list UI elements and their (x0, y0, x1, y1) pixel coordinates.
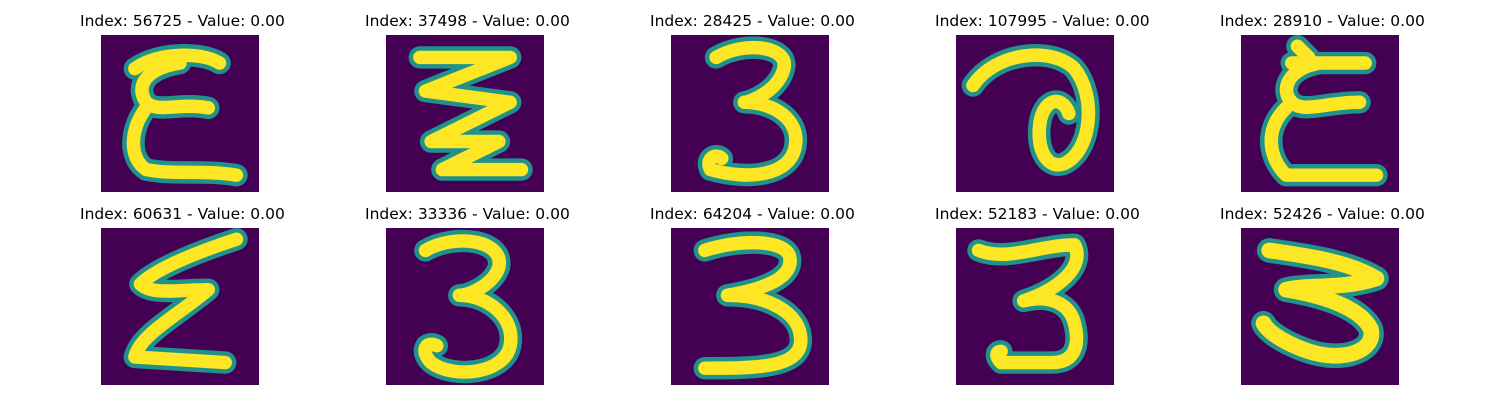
panel-1: Index: 56725 - Value: 0.00 (80, 12, 285, 202)
digit-image-thumbnail (101, 35, 259, 192)
panel-3: Index: 28425 - Value: 0.00 (650, 12, 855, 202)
digit-image-thumbnail (1241, 35, 1399, 192)
panel-7: Index: 33336 - Value: 0.00 (365, 205, 570, 395)
digit-image-thumbnail (956, 35, 1114, 192)
panel-title: Index: 33336 - Value: 0.00 (365, 205, 570, 223)
panel-5: Index: 28910 - Value: 0.00 (1220, 12, 1425, 202)
digit-image-thumbnail (671, 35, 829, 192)
panel-title: Index: 37498 - Value: 0.00 (365, 12, 570, 30)
digit-image-thumbnail (386, 35, 544, 192)
digit-image-thumbnail (956, 228, 1114, 385)
panel-6: Index: 60631 - Value: 0.00 (80, 205, 285, 395)
panel-2: Index: 37498 - Value: 0.00 (365, 12, 570, 202)
panel-title: Index: 56725 - Value: 0.00 (80, 12, 285, 30)
digit-image-thumbnail (101, 228, 259, 385)
panel-4: Index: 107995 - Value: 0.00 (935, 12, 1150, 202)
panel-title: Index: 28425 - Value: 0.00 (650, 12, 855, 30)
panel-10: Index: 52426 - Value: 0.00 (1220, 205, 1425, 395)
panel-title: Index: 52426 - Value: 0.00 (1220, 205, 1425, 223)
panel-9: Index: 52183 - Value: 0.00 (935, 205, 1140, 395)
digit-image-thumbnail (671, 228, 829, 385)
panel-title: Index: 52183 - Value: 0.00 (935, 205, 1140, 223)
panel-8: Index: 64204 - Value: 0.00 (650, 205, 855, 395)
panel-title: Index: 64204 - Value: 0.00 (650, 205, 855, 223)
panel-title: Index: 28910 - Value: 0.00 (1220, 12, 1425, 30)
digit-image-thumbnail (386, 228, 544, 385)
digit-image-thumbnail (1241, 228, 1399, 385)
panel-title: Index: 60631 - Value: 0.00 (80, 205, 285, 223)
panel-title: Index: 107995 - Value: 0.00 (935, 12, 1150, 30)
